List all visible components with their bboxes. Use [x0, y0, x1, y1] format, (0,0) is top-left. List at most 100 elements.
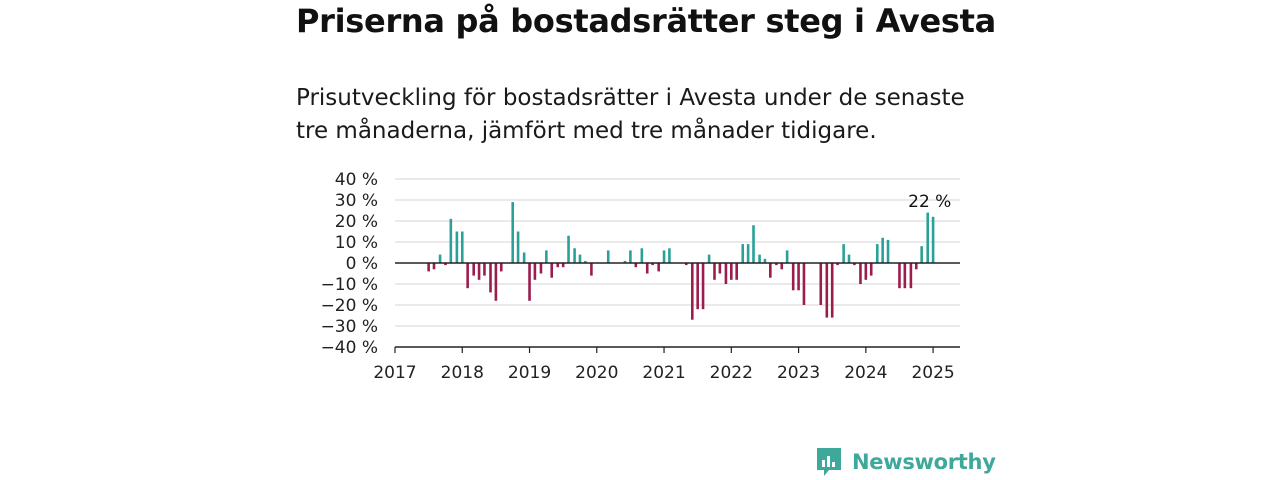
bar [881, 237, 884, 263]
x-tick-label: 2017 [373, 363, 416, 383]
bar [460, 231, 464, 263]
x-tick-label: 2021 [642, 363, 685, 383]
bar [701, 263, 705, 310]
bar [662, 250, 666, 263]
bar [914, 263, 918, 270]
bar [775, 263, 778, 266]
bar [696, 263, 699, 310]
bar [864, 263, 868, 280]
bar [516, 231, 520, 263]
bar [623, 260, 627, 263]
bar [466, 263, 469, 289]
bar [886, 239, 890, 263]
bar [903, 263, 907, 289]
bar [629, 250, 632, 263]
bar [819, 263, 823, 305]
bar [477, 263, 481, 280]
y-tick-label: 30 % [335, 191, 378, 211]
y-tick-label: 20 % [335, 212, 378, 232]
bar [539, 263, 543, 274]
bar [427, 263, 430, 272]
bar [668, 248, 671, 263]
bar [573, 248, 576, 263]
bar [511, 202, 515, 263]
y-tick-label: −30 % [321, 317, 378, 337]
bar-chart-speech-bubble-icon [817, 448, 841, 476]
bar [752, 225, 755, 263]
bar [590, 263, 593, 276]
bar [707, 254, 711, 263]
bar [489, 263, 492, 293]
bar [836, 263, 839, 266]
y-tick-label: 40 % [335, 170, 378, 190]
bar [842, 244, 845, 263]
bar [780, 263, 784, 270]
y-tick-label: −20 % [321, 296, 378, 316]
bar [758, 254, 761, 263]
bar [567, 235, 570, 263]
bar [713, 263, 716, 280]
bar [584, 260, 587, 263]
bar [785, 250, 789, 263]
bar [533, 263, 537, 280]
x-tick-label: 2024 [844, 363, 887, 383]
bar [926, 212, 930, 263]
bar [741, 244, 745, 263]
bar [556, 263, 560, 268]
bar [645, 263, 649, 274]
y-tick-label: −40 % [321, 338, 378, 358]
bar [657, 263, 660, 272]
x-tick-label: 2023 [777, 363, 820, 383]
bar [802, 263, 806, 305]
bar [522, 252, 526, 263]
brand-name: Newsworthy [852, 450, 996, 474]
x-tick-label: 2018 [441, 363, 484, 383]
bar [449, 218, 453, 263]
newsworthy-logo: Newsworthy [815, 446, 996, 478]
bar [606, 250, 610, 263]
bar [432, 263, 436, 270]
bar [875, 244, 879, 263]
bar [724, 263, 728, 284]
y-tick-label: 0 % [346, 254, 378, 274]
bar [528, 263, 531, 301]
chart-title: Priserna på bostadsrätter steg i Avesta [296, 2, 996, 40]
bar [920, 246, 923, 263]
bar [830, 263, 834, 318]
bar [578, 254, 582, 263]
y-tick-label: 10 % [335, 233, 378, 253]
bars [427, 202, 935, 320]
bar [483, 263, 486, 276]
bar [746, 244, 750, 263]
x-tick-label: 2020 [575, 363, 618, 383]
axes [394, 262, 960, 353]
bar [859, 263, 862, 284]
x-tick-label: 2019 [508, 363, 551, 383]
bar [634, 263, 638, 268]
bar [909, 263, 913, 289]
bar [763, 258, 767, 263]
bar [869, 263, 873, 276]
bar [561, 263, 565, 268]
bar [690, 263, 694, 320]
bar [791, 263, 795, 291]
bar [444, 263, 447, 266]
bar [684, 263, 688, 266]
y-tick-label: −10 % [321, 275, 378, 295]
x-tick-label: 2025 [911, 363, 954, 383]
bar [438, 254, 442, 263]
bar [853, 263, 856, 266]
bar [730, 263, 733, 280]
bar [550, 263, 554, 278]
bar [931, 216, 935, 263]
bar [499, 263, 503, 272]
last-value-label: 22 % [908, 192, 951, 212]
bar [455, 231, 459, 263]
bar [472, 263, 475, 276]
bar [494, 263, 498, 301]
bar [898, 263, 901, 289]
bar [797, 263, 800, 291]
bar [847, 254, 851, 263]
bar [640, 248, 644, 263]
